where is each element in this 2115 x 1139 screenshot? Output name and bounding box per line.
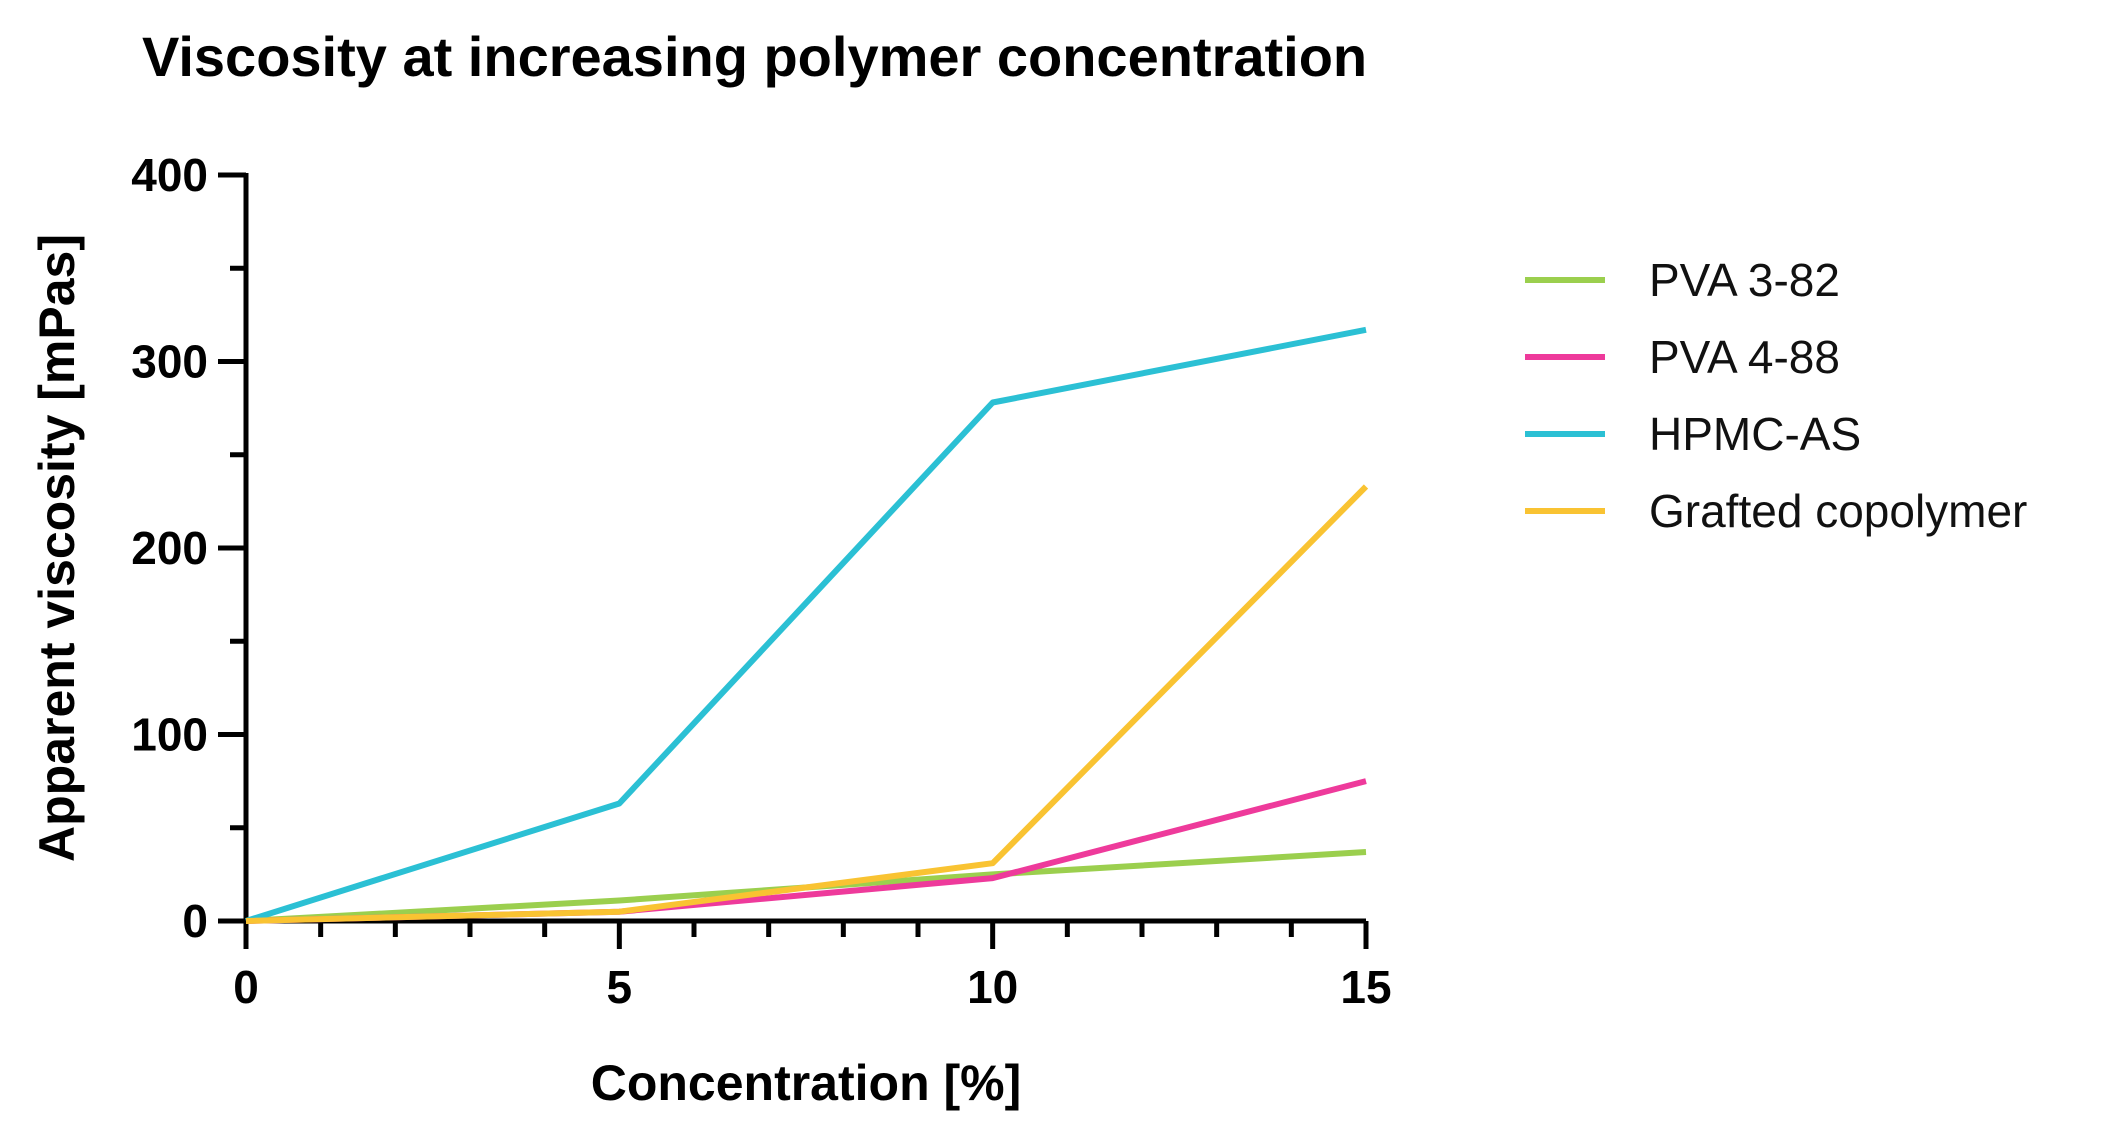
series-line-pva-4-88	[245, 778, 1367, 924]
x-tick-label: 0	[233, 961, 259, 1013]
x-axis-label: Concentration [%]	[591, 1055, 1022, 1111]
y-tick-label: 0	[182, 895, 208, 947]
y-tick-label: 100	[131, 709, 208, 761]
plot-area: 0 100 200 300 400 0 5 10 15	[131, 149, 1391, 1013]
y-tick-label: 200	[131, 522, 208, 574]
chart-title: Viscosity at increasing polymer concentr…	[142, 25, 1367, 88]
legend-label-pva-3-82: PVA 3-82	[1649, 254, 1840, 306]
y-tick-label: 400	[131, 149, 208, 201]
legend-label-grafted-copolymer: Grafted copolymer	[1649, 485, 2027, 537]
x-tick-label: 5	[607, 961, 633, 1013]
legend-label-hpmc-as: HPMC-AS	[1649, 408, 1861, 460]
y-axis-label: Apparent viscosity [mPas]	[29, 234, 85, 862]
y-tick-label: 300	[131, 336, 208, 388]
legend: PVA 3-82 PVA 4-88 HPMC-AS Grafted copolymer	[1525, 254, 2027, 537]
series-line-hpmc-as	[245, 326, 1367, 924]
x-tick-label: 10	[967, 961, 1018, 1013]
series-line-grafted-copolymer	[245, 484, 1369, 924]
x-tick-label: 15	[1340, 961, 1391, 1013]
legend-label-pva-4-88: PVA 4-88	[1649, 331, 1840, 383]
